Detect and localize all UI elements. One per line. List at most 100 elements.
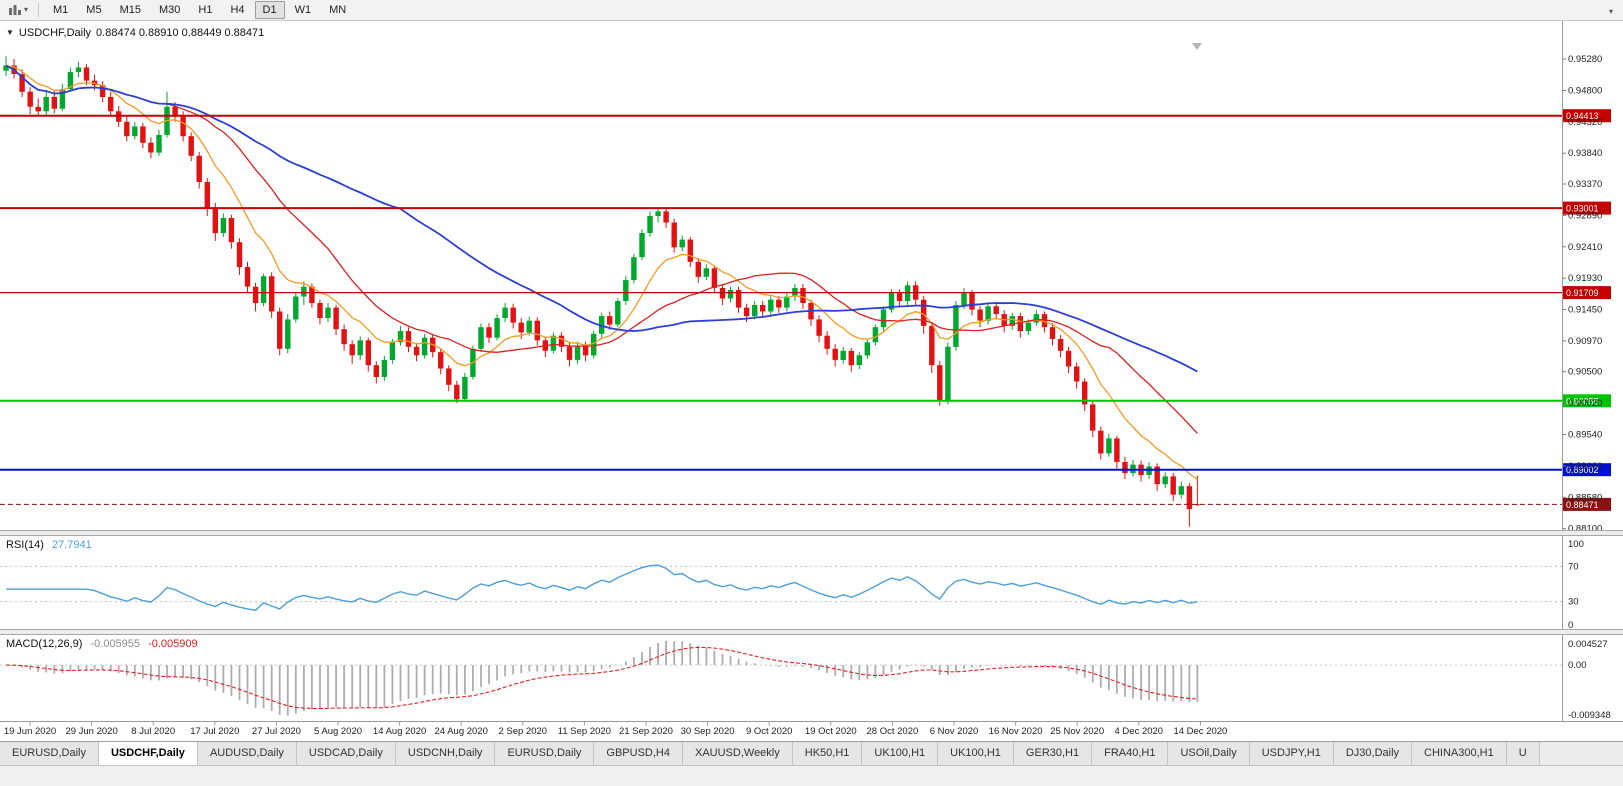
- svg-text:29 Jun 2020: 29 Jun 2020: [65, 726, 117, 737]
- svg-text:-0.009348: -0.009348: [1568, 710, 1611, 721]
- svg-text:0.92890: 0.92890: [1568, 210, 1602, 221]
- svg-text:25 Nov 2020: 25 Nov 2020: [1050, 726, 1104, 737]
- overflow-caret-icon: ▾: [1608, 7, 1613, 16]
- svg-text:0.91930: 0.91930: [1568, 273, 1602, 284]
- chart-tab-4-usdcnh-daily[interactable]: USDCNH,Daily: [395, 742, 496, 765]
- svg-text:0.88580: 0.88580: [1568, 492, 1602, 503]
- chart-tab-6-gbpusd-h4[interactable]: GBPUSD,H4: [594, 742, 683, 765]
- timeframe-button-w1[interactable]: W1: [294, 4, 312, 16]
- chart-menu-button[interactable]: ▾: [4, 3, 32, 17]
- chart-ohlc-readout: 0.88474 0.88910 0.88449 0.88471: [96, 27, 265, 39]
- svg-text:9 Oct 2020: 9 Oct 2020: [746, 726, 792, 737]
- price-axis[interactable]: [1563, 21, 1623, 721]
- top-toolbar: ▾ M1 M5 M15 M30 H1 H4 D1 W1 MN ▾: [0, 0, 1623, 21]
- chart-tab-12-fra40-h1[interactable]: FRA40,H1: [1092, 742, 1169, 765]
- toolbar-overflow-button[interactable]: ▾: [1605, 0, 1617, 21]
- chart-tab-bar: EURUSD,Daily USDCHF,Daily AUDUSD,Daily USDC…: [0, 741, 1623, 765]
- rsi-panel-label: RSI(14) 27.7941: [6, 539, 97, 551]
- svg-text:0: 0: [1568, 620, 1573, 631]
- rsi-label: RSI(14): [6, 539, 44, 551]
- svg-text:0.88471: 0.88471: [1566, 500, 1599, 510]
- svg-text:0.004527: 0.004527: [1568, 639, 1608, 650]
- svg-text:0.95280: 0.95280: [1568, 54, 1602, 65]
- timeframe-toolbar: M1 M5 M15 M30 H1 H4 D1 W1 MN: [45, 1, 354, 19]
- chart-tab-5-eurusd-daily[interactable]: EURUSD,Daily: [495, 742, 595, 765]
- macd-value-main: -0.005955: [90, 638, 141, 650]
- svg-text:17 Jul 2020: 17 Jul 2020: [190, 726, 239, 737]
- timeframe-button-mn[interactable]: MN: [329, 4, 347, 16]
- rsi-value: 27.7941: [51, 539, 92, 551]
- svg-text:19 Oct 2020: 19 Oct 2020: [805, 726, 857, 737]
- chart-tab-0-eurusd-daily[interactable]: EURUSD,Daily: [0, 742, 99, 765]
- macd-value-signal: -0.005909: [148, 638, 198, 650]
- timeframe-button-m15[interactable]: M15: [119, 4, 141, 16]
- panel-splitter-rsi[interactable]: [0, 530, 1623, 536]
- panel-splitter-macd[interactable]: [0, 629, 1623, 635]
- svg-text:30: 30: [1568, 597, 1579, 608]
- timeframe-button-d1[interactable]: D1: [254, 1, 285, 19]
- svg-text:0.00: 0.00: [1568, 660, 1587, 671]
- svg-text:0.90055: 0.90055: [1566, 396, 1599, 406]
- svg-text:0.94413: 0.94413: [1566, 111, 1599, 121]
- macd-panel-label: MACD(12,26,9) -0.005955 -0.005909: [6, 638, 203, 650]
- chart-tab-13-usoil-daily[interactable]: USOil,Daily: [1168, 742, 1250, 765]
- chart-tab-14-usdjpy-h1[interactable]: USDJPY,H1: [1249, 742, 1334, 765]
- svg-text:0.89002: 0.89002: [1566, 465, 1599, 475]
- svg-text:16 Nov 2020: 16 Nov 2020: [989, 726, 1043, 737]
- svg-text:100: 100: [1568, 539, 1584, 550]
- svg-text:14 Aug 2020: 14 Aug 2020: [373, 726, 426, 737]
- svg-text:2 Sep 2020: 2 Sep 2020: [498, 726, 547, 737]
- svg-text:0.91450: 0.91450: [1568, 305, 1602, 316]
- chart-tab-3-usdcad-daily[interactable]: USDCAD,Daily: [296, 742, 396, 765]
- svg-text:0.88100: 0.88100: [1568, 524, 1602, 535]
- macd-label: MACD(12,26,9): [6, 638, 83, 650]
- svg-text:0.93370: 0.93370: [1568, 179, 1602, 190]
- chart-tab-15-dj30-daily[interactable]: DJ30,Daily: [1333, 742, 1413, 765]
- time-axis[interactable]: [0, 722, 1563, 741]
- chart-tab-9-uk100-h1[interactable]: UK100,H1: [862, 742, 939, 765]
- timeframe-button-h1[interactable]: H1: [198, 4, 213, 16]
- chart-tab-17-u[interactable]: U: [1506, 742, 1540, 765]
- collapse-chart-icon[interactable]: ▼: [6, 28, 14, 37]
- svg-text:30 Sep 2020: 30 Sep 2020: [681, 726, 735, 737]
- svg-text:0.91709: 0.91709: [1566, 288, 1599, 298]
- chart-tab-1-usdchf-daily[interactable]: USDCHF,Daily: [98, 742, 198, 765]
- svg-text:11 Sep 2020: 11 Sep 2020: [558, 726, 611, 737]
- chart-type-icon: [9, 5, 21, 15]
- svg-text:5 Aug 2020: 5 Aug 2020: [314, 726, 362, 737]
- svg-text:0.94800: 0.94800: [1568, 85, 1602, 96]
- status-strip: [0, 765, 1623, 786]
- chart-tab-7-xauusd-weekly[interactable]: XAUUSD,Weekly: [682, 742, 793, 765]
- svg-text:8 Jul 2020: 8 Jul 2020: [131, 726, 175, 737]
- svg-text:0.90020: 0.90020: [1568, 398, 1602, 409]
- svg-text:0.93840: 0.93840: [1568, 148, 1602, 159]
- svg-text:27 Jul 2020: 27 Jul 2020: [252, 726, 301, 737]
- timeframe-button-h4[interactable]: H4: [230, 4, 245, 16]
- timeframe-button-m5[interactable]: M5: [86, 4, 102, 16]
- timeframe-button-m30[interactable]: M30: [158, 4, 181, 16]
- toolbar-separator: [38, 3, 40, 17]
- chart-tab-10-uk100-h1[interactable]: UK100,H1: [938, 742, 1014, 765]
- chart-tab-11-ger30-h1[interactable]: GER30,H1: [1013, 742, 1093, 765]
- timeframe-button-m1[interactable]: M1: [53, 4, 69, 16]
- svg-text:19 Jun 2020: 19 Jun 2020: [4, 726, 56, 737]
- svg-text:0.92410: 0.92410: [1568, 242, 1602, 253]
- chart-tab-8-hk50-h1[interactable]: HK50,H1: [792, 742, 863, 765]
- dropdown-caret-icon: ▾: [24, 5, 29, 14]
- svg-text:0.93001: 0.93001: [1566, 204, 1599, 214]
- svg-text:4 Dec 2020: 4 Dec 2020: [1115, 726, 1164, 737]
- chart-tab-2-audusd-daily[interactable]: AUDUSD,Daily: [197, 742, 297, 765]
- svg-text:0.89540: 0.89540: [1568, 430, 1602, 441]
- svg-text:28 Oct 2020: 28 Oct 2020: [867, 726, 919, 737]
- svg-text:6 Nov 2020: 6 Nov 2020: [930, 726, 979, 737]
- chart-title-overlay: ▼ USDCHF,Daily 0.88474 0.88910 0.88449 0…: [6, 27, 264, 39]
- svg-text:0.90970: 0.90970: [1568, 336, 1602, 347]
- svg-text:0.90500: 0.90500: [1568, 367, 1602, 378]
- svg-text:21 Sep 2020: 21 Sep 2020: [619, 726, 673, 737]
- chart-tab-16-china300-h1[interactable]: CHINA300,H1: [1412, 742, 1507, 765]
- chart-symbol-period: USDCHF,Daily: [18, 27, 92, 39]
- svg-text:14 Dec 2020: 14 Dec 2020: [1173, 726, 1227, 737]
- svg-text:70: 70: [1568, 561, 1579, 572]
- svg-text:24 Aug 2020: 24 Aug 2020: [435, 726, 488, 737]
